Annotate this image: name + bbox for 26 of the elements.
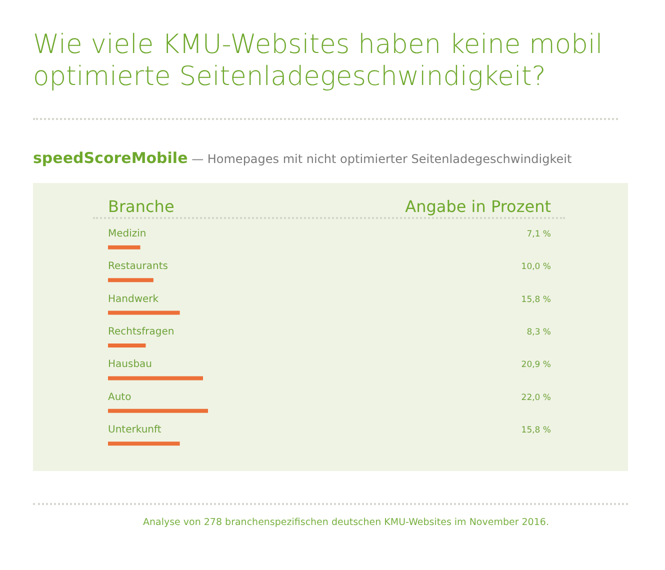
data-label: 15,8 %	[521, 426, 551, 436]
text: Wie viele KMU-Websites haben keine mobil optimierte Seitenladegeschwindigkeit?	[33, 29, 604, 93]
text: speedScoreMobile — Homepages mit nicht optimierter Seitenladegeschwindigkeit	[33, 149, 572, 167]
bar	[108, 442, 180, 446]
y-tick-label: Unterkunft	[108, 424, 162, 436]
bar	[108, 278, 154, 282]
data-label: 8,3 %	[526, 328, 551, 338]
bar	[108, 245, 140, 250]
data-label: 20,9 %	[521, 360, 551, 370]
y-tick-label: Hausbau	[108, 359, 152, 370]
data-label: 15,8 %	[521, 294, 551, 305]
bar	[108, 344, 146, 348]
text: Analyse von 278 branchenspezifischen deutschen KMU-Websites im November 2016.	[143, 516, 549, 529]
y-tick-label: Medizin	[108, 228, 146, 240]
data-label: 10,0 %	[521, 262, 551, 272]
y-axis-title: Branche	[108, 197, 174, 216]
text: Angabe in Prozent	[405, 197, 551, 216]
bar	[108, 376, 203, 380]
bar	[108, 310, 180, 315]
y-tick-label: Handwerk	[108, 294, 159, 305]
bar	[108, 408, 208, 413]
y-tick-label: Rechtsfragen	[108, 326, 174, 338]
data-label: 22,0 %	[521, 392, 551, 403]
y-tick-label: Auto	[108, 392, 132, 403]
data-label: 7,1 %	[526, 229, 551, 240]
y-tick-label: Restaurants	[108, 261, 168, 272]
